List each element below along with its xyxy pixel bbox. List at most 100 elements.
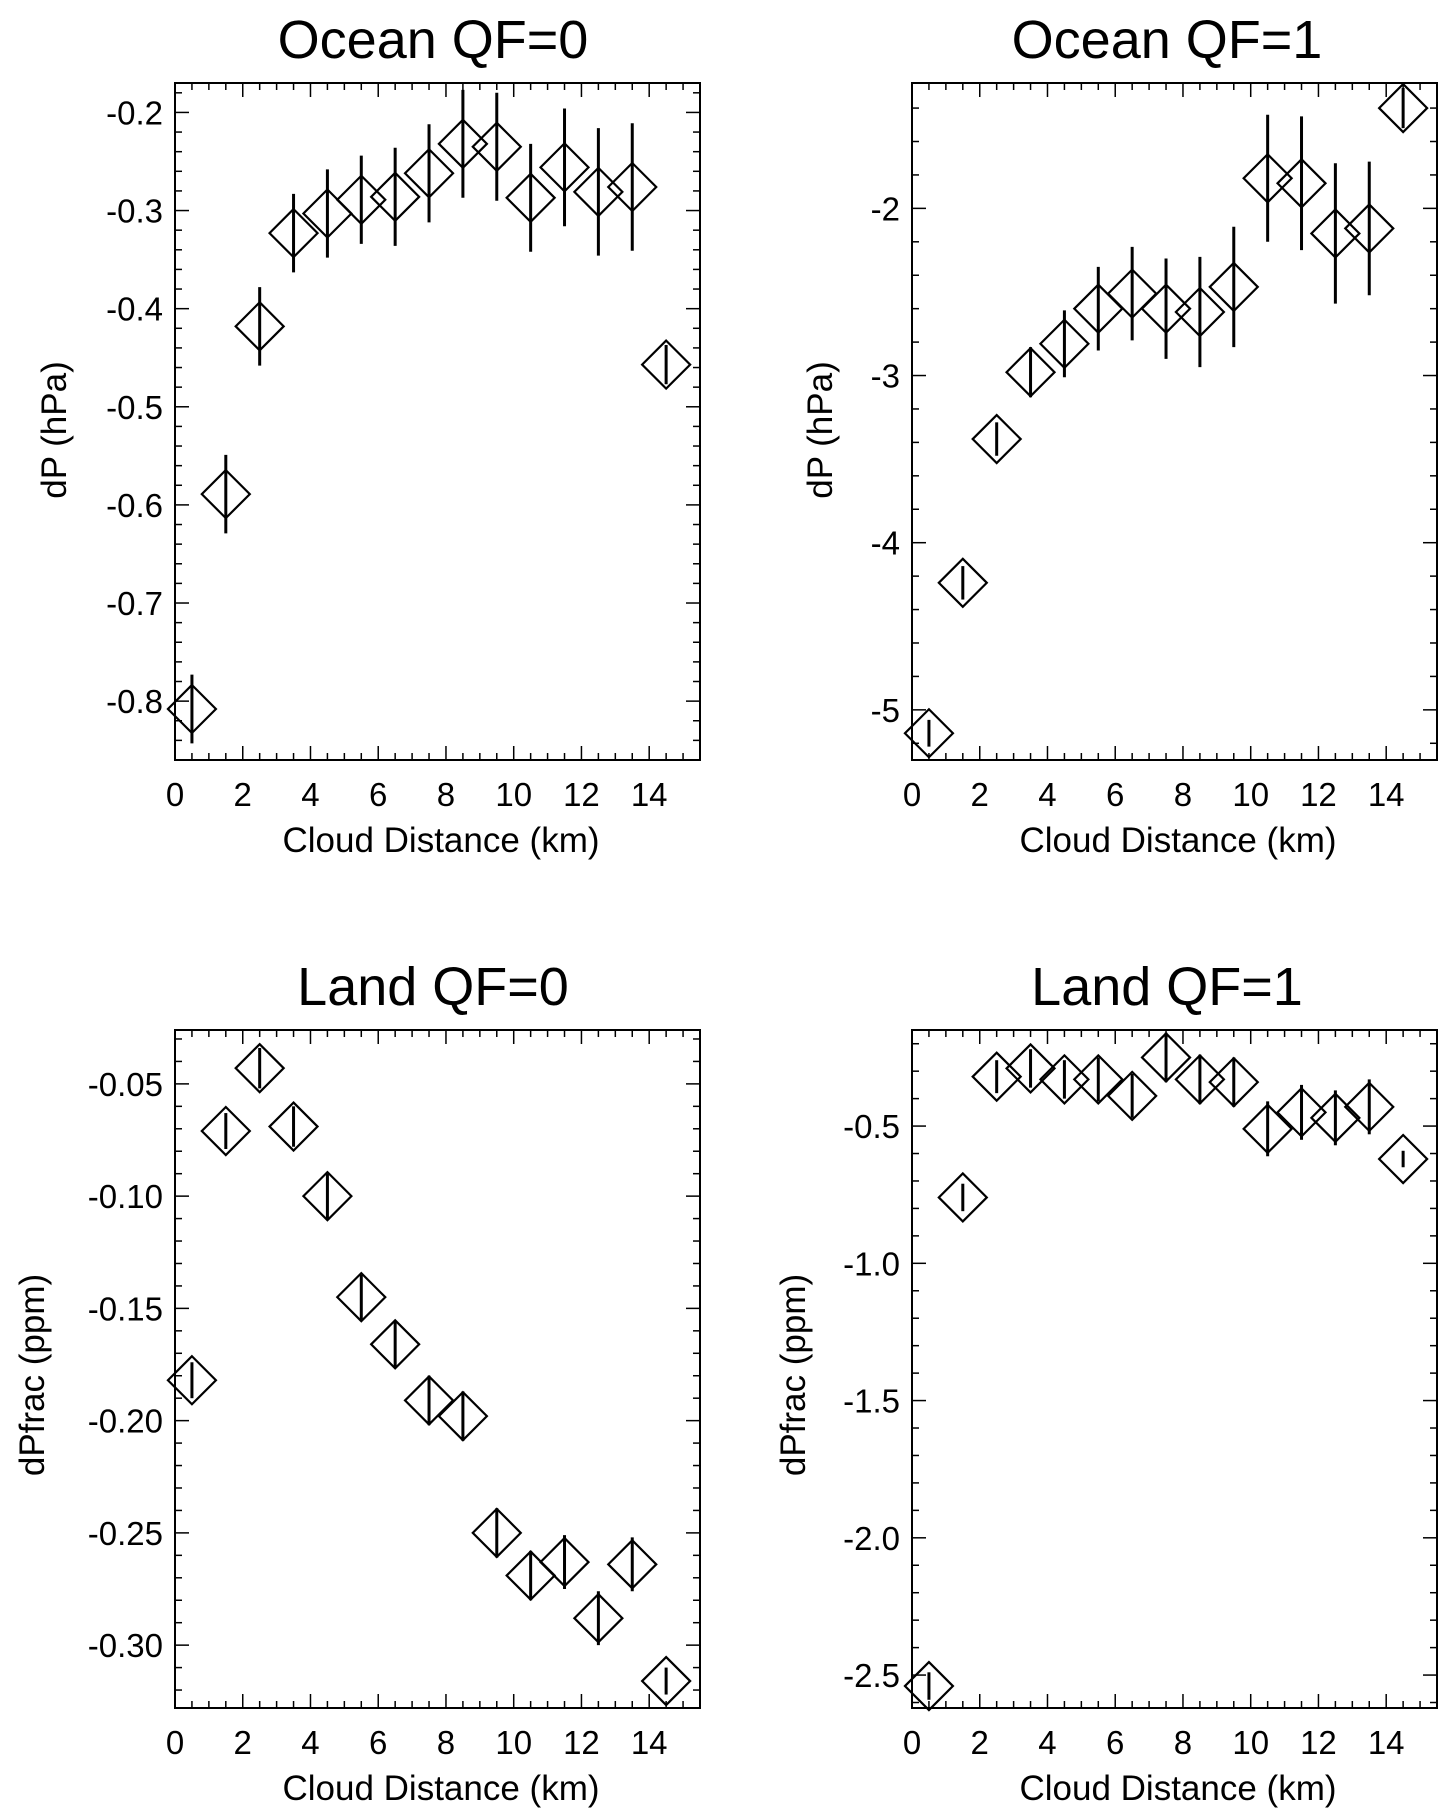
data-point	[1377, 1133, 1429, 1185]
x-tick-label: 0	[903, 776, 921, 813]
data-point	[1309, 1090, 1361, 1146]
data-point	[1072, 1053, 1124, 1105]
data-point	[437, 89, 489, 198]
diamond-marker	[1343, 202, 1395, 254]
y-tick-label: -0.3	[106, 193, 163, 230]
x-tick-label: 2	[234, 776, 252, 813]
x-axis-label: Cloud Distance (km)	[282, 1769, 599, 1808]
diamond-marker	[1242, 1103, 1294, 1155]
data-point	[1275, 116, 1328, 251]
data-point	[640, 339, 692, 391]
diamond-marker	[1004, 1042, 1057, 1094]
y-axis-label: dPfrac (ppm)	[13, 1274, 52, 1476]
data-point	[1174, 1053, 1226, 1105]
data-point	[937, 557, 989, 609]
y-tick-label: -0.15	[88, 1290, 163, 1327]
data-point	[1242, 114, 1294, 242]
data-point	[1242, 1101, 1294, 1157]
axis-ticks: 0 2 4 6 8 10 12 14 -5 -4 -3 -2	[871, 83, 1438, 813]
x-tick-label: 14	[1368, 776, 1405, 813]
y-tick-label: -1.5	[843, 1383, 900, 1420]
data-point	[234, 1042, 286, 1094]
axis-ticks: 0 2 4 6 8 10 12 14 -0.30 -0.25 -0.20 -0.15 -0.10 -0.0…	[88, 1030, 701, 1761]
diamond-marker	[437, 118, 489, 170]
diamond-marker	[166, 1354, 218, 1406]
y-tick-label: -0.5	[106, 389, 163, 426]
data-point	[267, 193, 320, 273]
panel-ocean-qf0: Ocean QF=0 Cloud Distance (km) dP (hPa) …	[35, 10, 701, 860]
diamond-marker	[166, 683, 218, 735]
x-tick-label: 4	[1038, 1724, 1056, 1761]
data-point	[166, 674, 218, 744]
x-tick-label: 6	[369, 776, 387, 813]
x-tick-label: 12	[1300, 776, 1337, 813]
data-point	[1004, 1042, 1057, 1094]
data-points	[903, 82, 1429, 759]
data-point	[1275, 1084, 1328, 1140]
data-point	[903, 707, 955, 759]
diamond-marker	[1275, 157, 1328, 209]
x-tick-label: 12	[1300, 1724, 1337, 1761]
data-point	[267, 1100, 320, 1153]
diamond-marker	[1106, 268, 1158, 320]
data-points	[903, 1031, 1429, 1712]
diamond-marker	[937, 1171, 989, 1223]
diamond-marker	[538, 1536, 591, 1588]
diamond-marker	[572, 166, 624, 218]
y-tick-label: -0.4	[106, 291, 163, 328]
x-tick-label: 0	[166, 1724, 184, 1761]
data-point	[640, 1655, 692, 1707]
x-tick-label: 0	[166, 776, 184, 813]
panel-land-qf0: Land QF=0 Cloud Distance (km) dPfrac (pp…	[13, 957, 701, 1808]
diamond-marker	[267, 1100, 320, 1153]
diamond-marker	[471, 1507, 523, 1559]
data-point	[166, 1354, 218, 1406]
x-tick-label: 2	[234, 1724, 252, 1761]
data-point	[538, 108, 591, 227]
diamond-marker	[1208, 1056, 1260, 1108]
data-point	[971, 1051, 1023, 1103]
x-axis-label: Cloud Distance (km)	[1019, 821, 1336, 860]
diamond-marker	[234, 300, 286, 352]
diamond-marker	[1174, 1053, 1226, 1105]
x-tick-label: 10	[1232, 1724, 1269, 1761]
panel-ocean-qf1: Ocean QF=1 Cloud Distance (km) dP (hPa) …	[801, 10, 1438, 860]
x-tick-label: 10	[495, 1724, 532, 1761]
x-tick-label: 6	[1106, 776, 1124, 813]
data-point	[606, 1537, 658, 1592]
x-tick-label: 12	[563, 776, 600, 813]
x-tick-label: 2	[971, 776, 989, 813]
diamond-marker	[267, 207, 320, 259]
diamond-marker	[903, 707, 955, 759]
plot-frame	[174, 82, 701, 761]
diamond-marker	[1038, 318, 1090, 370]
data-point	[903, 1660, 955, 1712]
x-tick-label: 8	[1174, 1724, 1192, 1761]
data-point	[1038, 310, 1090, 378]
data-point	[437, 1390, 489, 1442]
diamond-marker	[1072, 1053, 1124, 1105]
diamond-marker	[1140, 1031, 1192, 1084]
data-point	[538, 1535, 591, 1590]
data-point	[471, 1507, 523, 1559]
data-point	[1343, 161, 1395, 296]
chart-title: Ocean QF=1	[1012, 10, 1323, 70]
y-tick-label: -4	[871, 525, 900, 562]
diamond-marker	[538, 141, 591, 193]
y-axis-label: dP (hPa)	[35, 361, 74, 499]
chart-title: Land QF=1	[1031, 957, 1303, 1017]
data-point	[301, 169, 353, 258]
chart-title: Land QF=0	[297, 957, 569, 1017]
x-tick-label: 8	[437, 1724, 455, 1761]
diamond-marker	[971, 413, 1023, 465]
diamond-marker	[369, 171, 421, 223]
data-point	[971, 413, 1023, 465]
data-point	[369, 147, 421, 246]
x-tick-label: 10	[1232, 776, 1269, 813]
diamond-marker	[1309, 1092, 1361, 1144]
x-axis-label: Cloud Distance (km)	[1019, 1769, 1336, 1808]
x-tick-label: 4	[1038, 776, 1056, 813]
y-tick-label: -2	[871, 190, 900, 227]
diamond-marker	[301, 1170, 353, 1222]
data-point	[1038, 1053, 1090, 1105]
